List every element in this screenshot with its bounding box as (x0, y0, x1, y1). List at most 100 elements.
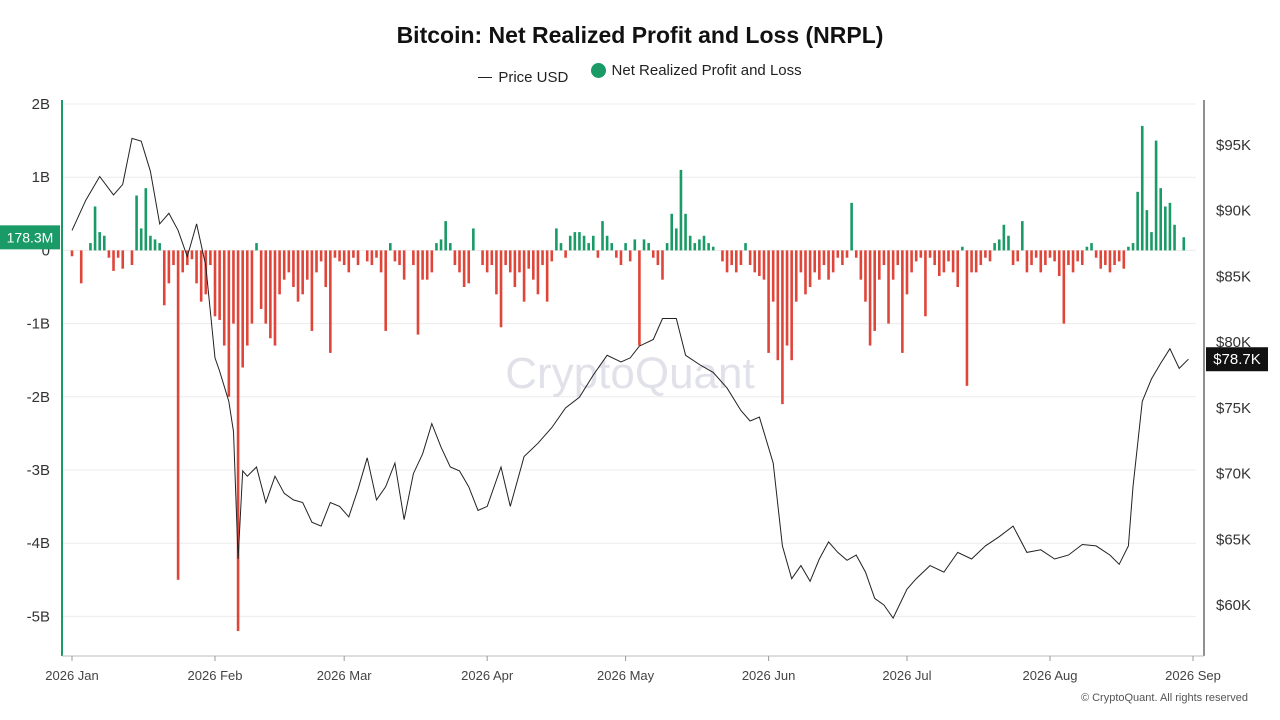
nrpl-bar-negative (430, 250, 434, 273)
nrpl-bar-negative (499, 250, 503, 328)
nrpl-bar-negative (1071, 250, 1075, 273)
nrpl-bar-negative (324, 250, 328, 287)
nrpl-bar-negative (628, 250, 632, 262)
left-tick-label: 1B (32, 169, 50, 186)
nrpl-bar-negative (914, 250, 918, 262)
nrpl-bar-negative (342, 250, 346, 266)
nrpl-bar-positive (149, 235, 152, 251)
nrpl-bar-negative (292, 250, 295, 287)
nrpl-bar-positive (961, 246, 964, 251)
nrpl-bar-positive (1090, 243, 1093, 251)
nrpl-bar-positive (1182, 237, 1186, 251)
nrpl-bar-positive (93, 206, 97, 251)
nrpl-bar-negative (513, 250, 517, 287)
nrpl-bar-negative (167, 250, 171, 284)
nrpl-bar-negative (656, 250, 660, 266)
nrpl-bar-negative (162, 250, 166, 306)
nrpl-bar-negative (619, 250, 623, 266)
nrpl-bar-negative (947, 250, 950, 262)
nrpl-bar-positive (587, 243, 590, 251)
nrpl-bar-negative (402, 250, 406, 280)
nrpl-bar-negative (1076, 250, 1079, 262)
nrpl-bar-positive (555, 228, 558, 251)
nrpl-bar-negative (725, 250, 729, 273)
nrpl-bar-negative (112, 250, 115, 271)
nrpl-bar-negative (804, 250, 807, 295)
nrpl-bar-negative (615, 250, 618, 258)
left-tick-label: -3B (27, 462, 50, 479)
nrpl-bar-negative (259, 250, 263, 309)
nrpl-bar-negative (199, 250, 203, 302)
nrpl-bar-positive (255, 243, 258, 251)
nrpl-bar-negative (384, 250, 387, 331)
nrpl-bar-positive (559, 243, 563, 251)
nrpl-bar-positive (688, 235, 692, 251)
left-tick-label: -5B (27, 608, 50, 625)
nrpl-bar-negative (518, 250, 521, 273)
nrpl-bar-negative (808, 250, 812, 287)
nrpl-bar-negative (891, 250, 895, 280)
nrpl-bar-negative (310, 250, 314, 331)
legend-item-nrpl[interactable]: Net Realized Profit and Loss (590, 62, 802, 79)
left-value-marker-label: 178.3M (7, 229, 54, 245)
nrpl-bar-positive (448, 243, 452, 251)
right-tick-label: $80K (1216, 334, 1251, 351)
legend-label-price: Price USD (498, 69, 569, 86)
copyright-notice: © CryptoQuant. All rights reserved (1080, 692, 1248, 704)
nrpl-bar-positive (675, 228, 678, 251)
nrpl-bar-negative (721, 250, 724, 262)
x-tick-label: 2026 May (597, 668, 655, 683)
x-tick-label: 2026 Jul (882, 668, 931, 683)
nrpl-bar-negative (421, 250, 424, 280)
nrpl-bar-positive (997, 239, 1001, 251)
nrpl-bar-negative (937, 250, 941, 277)
nrpl-bar-negative (799, 250, 803, 273)
nrpl-bar-negative (462, 250, 466, 287)
nrpl-bar-negative (638, 250, 641, 346)
nrpl-bar-negative (739, 250, 743, 266)
nrpl-bar-negative (1039, 250, 1043, 273)
left-tick-label: 0 (42, 242, 50, 259)
nrpl-bar-positive (1002, 224, 1006, 251)
nrpl-bar-negative (121, 250, 125, 269)
nrpl-bar-positive (439, 239, 443, 251)
nrpl-bar-negative (532, 250, 535, 280)
nrpl-bar-negative (661, 250, 664, 280)
nrpl-bar-negative (1122, 250, 1126, 269)
legend-dot-icon (590, 63, 606, 78)
x-tick-label: 2026 Jun (742, 668, 796, 683)
nrpl-bar-positive (665, 243, 669, 251)
nrpl-bar-negative (974, 250, 978, 273)
nrpl-bar-negative (1030, 250, 1033, 266)
nrpl-bar-negative (1048, 250, 1052, 258)
nrpl-bar-negative (785, 250, 789, 346)
nrpl-bar-positive (993, 243, 996, 251)
nrpl-bar-negative (1044, 250, 1047, 266)
left-tick-label: 2B (32, 96, 50, 113)
nrpl-bar-negative (776, 250, 780, 361)
left-value-marker (0, 225, 60, 250)
x-tick-label: 2026 Mar (317, 668, 373, 683)
nrpl-bar-negative (204, 250, 208, 295)
nrpl-bar-negative (1080, 250, 1084, 266)
nrpl-bar-positive (89, 243, 92, 251)
nrpl-bar-negative (315, 250, 318, 273)
nrpl-bar-negative (236, 250, 240, 632)
nrpl-bar-positive (744, 243, 747, 251)
nrpl-bar-negative (1025, 250, 1029, 273)
legend-item-price[interactable]: Price USD (478, 69, 568, 86)
nrpl-bar-negative (924, 250, 927, 317)
nrpl-bar-negative (596, 250, 600, 258)
nrpl-bar-positive (1140, 125, 1144, 251)
price-line (71, 137, 1189, 620)
right-y-axis: $95K $90K $85K $80K $75K $70K $65K $60K (1216, 137, 1251, 614)
nrpl-bar-negative (333, 250, 337, 258)
nrpl-bar-negative (767, 250, 770, 353)
right-tick-label: $90K (1216, 203, 1251, 220)
nrpl-bar-negative (504, 250, 507, 266)
nrpl-bar-positive (568, 235, 572, 251)
nrpl-bar-negative (956, 250, 960, 287)
nrpl-bar-positive (1168, 202, 1172, 251)
nrpl-bar-negative (822, 250, 826, 266)
